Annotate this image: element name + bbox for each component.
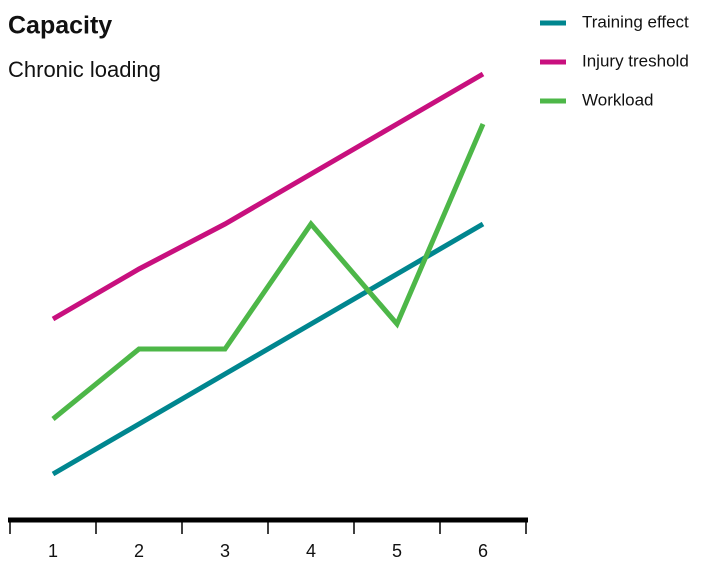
series-line (51, 123, 486, 421)
legend-label: Injury treshold (582, 51, 689, 70)
legend-label: Workload (582, 90, 654, 109)
x-tick-label: 4 (306, 541, 316, 561)
legend-label: Training effect (582, 12, 689, 31)
chart-subtitle: Chronic loading (8, 57, 161, 82)
x-tick-label: 5 (392, 541, 402, 561)
series-line (51, 71, 485, 322)
x-tick-label: 2 (134, 541, 144, 561)
series-line (51, 221, 485, 477)
x-tick-label: 6 (478, 541, 488, 561)
chart-title: Capacity (8, 12, 112, 40)
x-tick-label: 3 (220, 541, 230, 561)
x-tick-label: 1 (48, 541, 58, 561)
